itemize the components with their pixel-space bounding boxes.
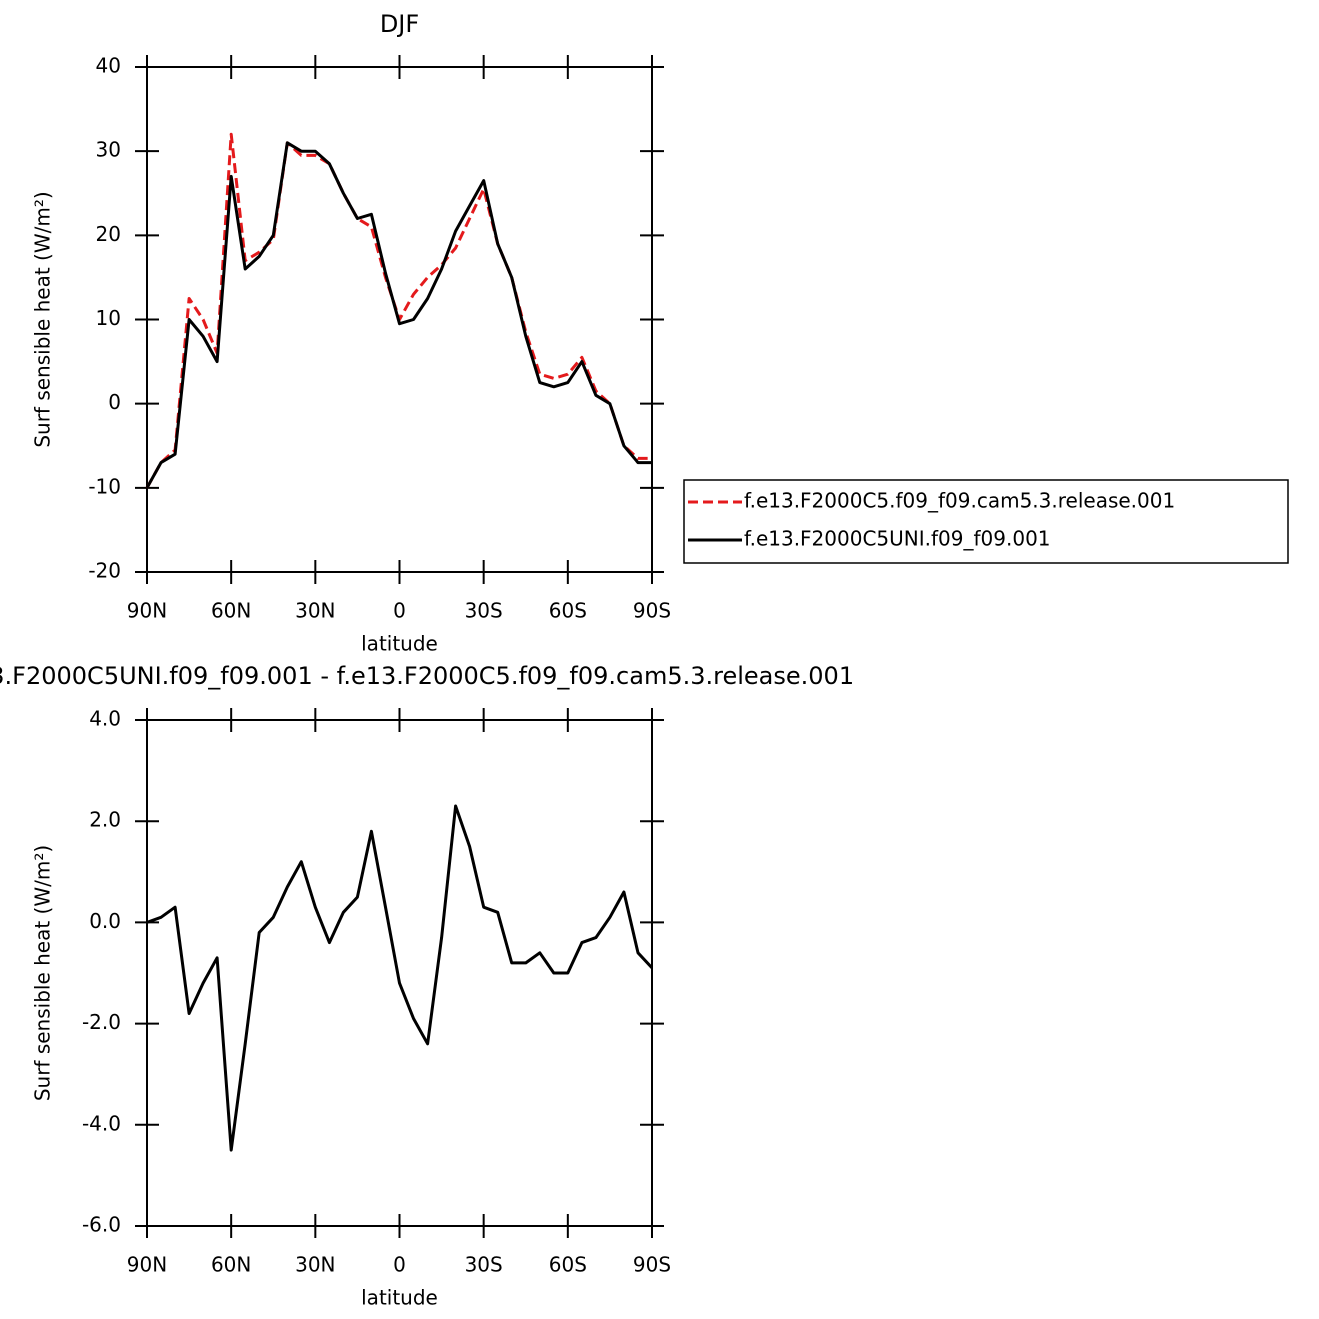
x-tick-label: 60S [549, 1253, 587, 1277]
y-tick-label: 30 [96, 138, 121, 162]
y-tick-label: 0 [108, 390, 121, 414]
y-tick-label: -2.0 [82, 1010, 121, 1034]
y-tick-label: 10 [96, 306, 121, 330]
chart-title: DJF [380, 10, 419, 38]
x-tick-label: 30N [295, 599, 335, 623]
x-tick-label: 60S [549, 599, 587, 623]
x-axis-label: latitude [361, 632, 438, 656]
x-axis-label: latitude [361, 1286, 438, 1310]
data-line [145, 141, 652, 489]
chart-title: f.e13.F2000C5UNI.f09_f09.001 - f.e13.F20… [0, 662, 854, 690]
x-tick-label: 30N [295, 1253, 335, 1277]
x-tick-label: 0 [393, 1253, 406, 1277]
x-tick-label: 30S [465, 1253, 503, 1277]
x-tick-label: 90N [127, 1253, 167, 1277]
x-tick-label: 90S [633, 1253, 671, 1277]
y-tick-label: 40 [96, 54, 121, 78]
x-tick-label: 60N [211, 599, 251, 623]
y-axis-label: Surf sensible heat (W/m²) [31, 845, 55, 1101]
y-tick-label: 20 [96, 222, 121, 246]
y-tick-label: -6.0 [82, 1213, 121, 1237]
x-tick-label: 30S [465, 599, 503, 623]
x-tick-label: 90N [127, 599, 167, 623]
plot-frame [146, 66, 653, 573]
y-axis-label: Surf sensible heat (W/m²) [31, 191, 55, 447]
x-tick-label: 90S [633, 599, 671, 623]
data-line [145, 132, 652, 489]
y-tick-label: 4.0 [89, 707, 121, 731]
y-tick-label: -20 [88, 559, 121, 583]
legend-box [683, 479, 1289, 564]
data-line [146, 804, 654, 1152]
plot-frame [146, 719, 653, 1227]
legend-label: f.e13.F2000C5.f09_f09.cam5.3.release.001 [744, 489, 1175, 513]
y-tick-label: 2.0 [89, 808, 121, 832]
x-tick-label: 0 [393, 599, 406, 623]
y-tick-label: -4.0 [82, 1111, 121, 1135]
y-tick-label: 0.0 [89, 909, 121, 933]
legend-label: f.e13.F2000C5UNI.f09_f09.001 [744, 527, 1051, 551]
y-tick-label: -10 [88, 474, 121, 498]
x-tick-label: 60N [211, 1253, 251, 1277]
